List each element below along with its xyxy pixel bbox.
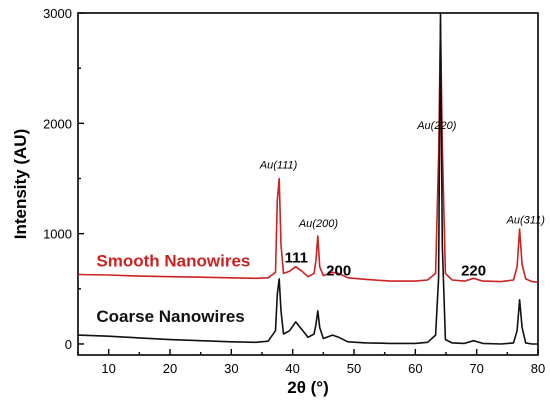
y-tick-label: 3000	[43, 6, 72, 21]
x-tick-label: 50	[347, 361, 361, 376]
x-axis-title: 2θ (°)	[287, 378, 329, 397]
series-line-smooth	[77, 23, 539, 283]
axes: 10 20 30 40 50 60 70 80 0 1000 2000 3000 2θ (°) Inten…	[11, 6, 545, 397]
plot-frame	[77, 12, 539, 356]
peak-index-label: 220	[461, 263, 486, 280]
series-layer	[77, 12, 539, 345]
x-tick-label: 10	[101, 361, 115, 376]
series-label-smooth: Smooth Nanowires	[96, 252, 250, 271]
y-axis-title: Intensity (AU)	[11, 129, 30, 240]
peak-label: Au(311)	[506, 215, 546, 227]
x-tick-label: 80	[531, 361, 545, 376]
x-tick-label: 70	[469, 361, 483, 376]
y-tick-label: 2000	[43, 116, 72, 131]
peak-label: Au(220)	[416, 120, 456, 132]
x-tick-label: 30	[224, 361, 238, 376]
y-tick-label: 1000	[43, 227, 72, 242]
peak-label: Au(111)	[259, 160, 298, 172]
x-tick-label: 60	[408, 361, 422, 376]
peak-label: Au(200)	[298, 218, 338, 230]
x-tick-label: 20	[163, 361, 177, 376]
series-label-coarse: Coarse Nanowires	[96, 307, 244, 326]
peak-index-label: 111	[285, 249, 308, 266]
peak-index-label: 200	[326, 263, 351, 280]
series-line-coarse	[77, 12, 538, 345]
labels-layer: Smooth Nanowires Coarse Nanowires Au(111) A…	[96, 120, 545, 326]
x-tick-label: 40	[285, 361, 299, 376]
y-tick-label: 0	[65, 337, 72, 352]
